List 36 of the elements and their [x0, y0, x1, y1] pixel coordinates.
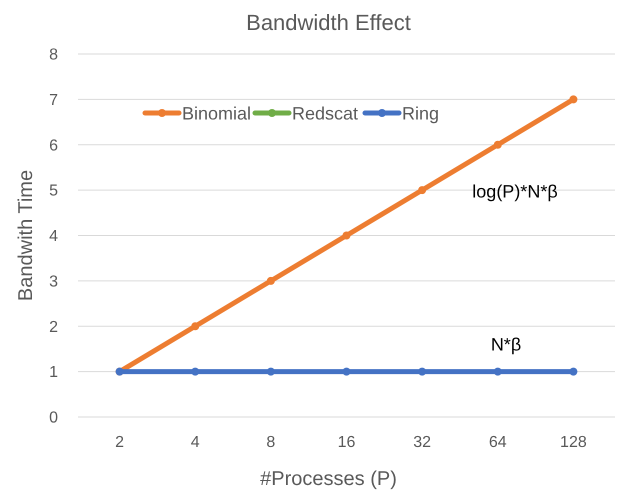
y-tick-label: 8 — [49, 46, 58, 64]
annotation: N*β — [490, 334, 522, 354]
point — [569, 95, 578, 104]
x-tick-label: 32 — [413, 434, 432, 451]
point — [342, 232, 350, 240]
point — [191, 368, 200, 376]
point — [569, 368, 578, 376]
chart-title: Bandwidth Effect — [246, 10, 411, 35]
point — [494, 368, 502, 376]
y-tick-label: 4 — [49, 228, 58, 246]
x-tick-label: 2 — [115, 434, 124, 451]
annotation: log(P)*N*β — [472, 181, 558, 202]
point — [494, 140, 502, 149]
point — [191, 322, 200, 330]
point — [418, 368, 426, 376]
legend-label: Binomial — [182, 103, 252, 124]
y-tick-label: 7 — [49, 92, 58, 109]
x-tick-label: 8 — [266, 434, 276, 451]
y-tick-label: 1 — [49, 364, 58, 382]
y-tick-label: 0 — [49, 410, 58, 427]
legend-label: Redscat — [292, 103, 358, 124]
point — [266, 368, 275, 376]
y-tick-label: 6 — [49, 137, 58, 154]
x-tick-label: 4 — [190, 434, 200, 451]
x-tick-label: 64 — [488, 434, 507, 451]
y-axis-title: Bandwith Time — [15, 170, 37, 302]
x-axis-title: #Processes (P) — [260, 468, 397, 490]
legend-label: Ring — [402, 103, 440, 124]
x-tick-label: 128 — [560, 434, 587, 451]
point — [342, 368, 350, 376]
point — [266, 276, 275, 285]
x-tick-label: 16 — [338, 434, 356, 451]
y-tick-label: 2 — [49, 318, 58, 336]
y-tick-label: 5 — [49, 182, 58, 200]
y-tick-label: 3 — [49, 273, 58, 290]
point — [418, 186, 426, 194]
